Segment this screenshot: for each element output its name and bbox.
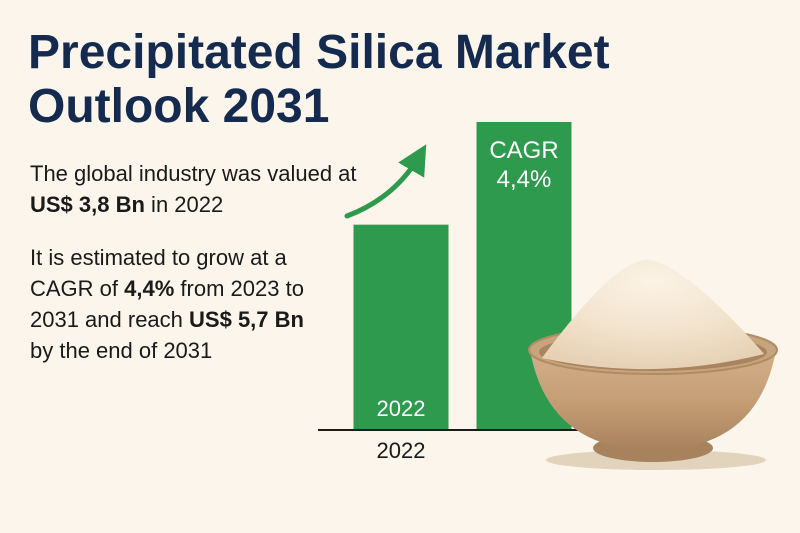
trend-arrow-icon: [344, 144, 427, 219]
forecast-2031-value: US$ 5,7 Bn: [189, 307, 304, 332]
forecast-text-b: from 2023 to 2031 and reach: [30, 276, 304, 332]
bowl-body: [530, 350, 776, 450]
forecast-cagr-value: 4,4%: [124, 276, 175, 301]
valuation-text-b: in 2022: [144, 192, 224, 217]
title-line-1: Precipitated Silica Market: [28, 26, 610, 79]
x-tick-label-0: 2022: [377, 438, 426, 463]
page-title: Precipitated Silica Market Outlook 2031: [28, 26, 668, 134]
forecast-text-c: by the end of 2031: [30, 338, 213, 363]
x-tick-labels: 2022: [377, 438, 426, 463]
valuation-text-a: The global industry was valued at: [30, 161, 357, 186]
silica-powder-mound: [542, 259, 764, 370]
forecast-text-a: It is estimated to grow at a CAGR of: [30, 245, 287, 301]
bar-label-1: CAGR 4,4%: [489, 137, 558, 193]
title-line-2: Outlook 2031: [28, 80, 330, 133]
silica-bowl-illustration: [518, 250, 788, 485]
forecast-paragraph: It is estimated to grow at a CAGR of 4,4…: [30, 242, 330, 366]
valuation-paragraph: The global industry was valued at US$ 3,…: [30, 158, 380, 220]
bar-label-0: 2022: [377, 396, 426, 421]
valuation-value: US$ 3,8 Bn: [30, 192, 145, 217]
bar-0: [353, 224, 449, 430]
silica-bowl-image: [528, 259, 778, 470]
